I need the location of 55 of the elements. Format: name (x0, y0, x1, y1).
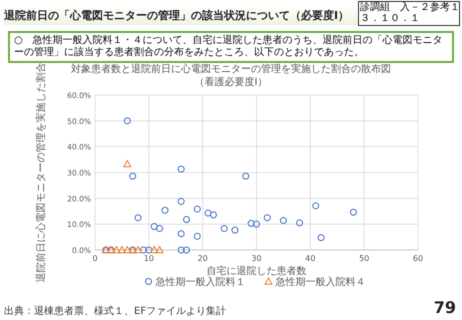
legend-label: 急性期一般入院料１ (154, 276, 246, 288)
x-axis-title: 自宅に退院した患者数 (206, 265, 306, 277)
x-tick-label: 30 (251, 254, 262, 263)
point (178, 198, 185, 205)
text: （看護必要度Ⅰ） (194, 77, 268, 88)
x-tick-label: 10 (144, 254, 154, 263)
point (178, 166, 185, 173)
point (123, 246, 132, 254)
point (118, 246, 126, 254)
point (123, 160, 132, 168)
point (183, 216, 190, 224)
point (253, 220, 260, 228)
text: ○ 急性期一般入院料１・４について、自宅に退院した患者のうち、退院前日の「心電図モニターの管理」に該当する患者割合の分布をみたところ、以下のとおりであった。 (8, 31, 454, 63)
point (204, 210, 212, 217)
point (264, 214, 271, 222)
point (134, 246, 142, 254)
y-axis-title: 退院前日に心電図モニターの管理を実施した割合 (35, 62, 47, 282)
point (248, 220, 255, 227)
point (242, 172, 250, 180)
x-tick-label: 50 (359, 254, 370, 263)
point (112, 246, 121, 254)
point (156, 225, 164, 232)
point (178, 246, 185, 254)
point (156, 246, 164, 254)
text: 79 (434, 298, 456, 317)
point (312, 202, 320, 210)
x-tick-label: 0 (92, 254, 98, 263)
point (178, 230, 185, 238)
chart-title: 退院前日の「心電図モニターの管理」の該当状況について（必要度Ⅰ） (4, 6, 359, 25)
source-note: 出典：退棟患者票、様式１、EFファイルより集計 (4, 304, 226, 318)
point (124, 117, 131, 124)
point (150, 222, 158, 230)
point (150, 246, 158, 254)
point (134, 214, 142, 222)
text: 診調組 入－２参考１ (360, 2, 460, 13)
legend-label: 急性期一般入院料４ (274, 276, 366, 288)
point (210, 211, 217, 218)
point (194, 206, 201, 213)
point (161, 206, 168, 214)
point (140, 246, 147, 254)
point (145, 246, 152, 254)
point (280, 217, 287, 224)
point (129, 172, 136, 180)
point (194, 232, 201, 240)
point (350, 208, 357, 216)
chart-subtitle: 対象患者数と退院前日に心電図モニターの管理を実施した割合の散布図 (71, 64, 391, 75)
x-tick-label: 40 (305, 254, 316, 263)
x-tick-label: 20 (198, 254, 208, 263)
point (231, 226, 238, 234)
point (296, 219, 304, 226)
point (183, 246, 190, 254)
text: ３．１０．１ (360, 13, 420, 24)
point (318, 234, 325, 242)
x-tick-label: 60 (412, 254, 424, 263)
point (220, 225, 228, 232)
